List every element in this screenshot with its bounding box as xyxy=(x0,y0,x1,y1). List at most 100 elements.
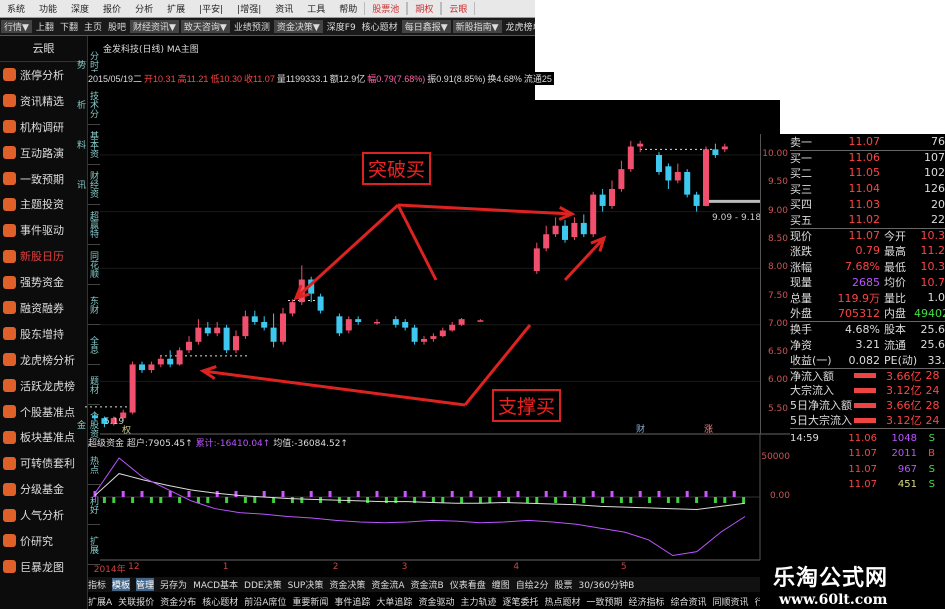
vertical-tab[interactable]: 同花顺 xyxy=(88,245,100,285)
menu-item[interactable]: 股票池 xyxy=(364,2,408,15)
menu-item[interactable]: 云眼 xyxy=(441,2,476,15)
vertical-tab[interactable]: 题材 xyxy=(88,365,100,405)
vertical-tab[interactable]: 超赢特 xyxy=(88,205,100,245)
menu-item[interactable]: 帮助 xyxy=(339,5,358,15)
vertical-tab[interactable]: 基本资料 xyxy=(75,125,100,165)
menu-item[interactable]: 工具 xyxy=(307,5,326,15)
menu-item[interactable]: 期权 xyxy=(407,2,442,15)
info-tab[interactable]: 经济指标 xyxy=(628,597,665,608)
menu-item[interactable]: 扩展 xyxy=(167,5,186,15)
vertical-tab[interactable]: 利好 xyxy=(88,485,100,525)
vertical-tab[interactable]: 全息 xyxy=(88,325,100,365)
toolbar-button[interactable]: 每日鑫报▼ xyxy=(401,20,451,33)
price-tick: 6.00 xyxy=(767,375,788,386)
toolbar-button[interactable]: 股吧 xyxy=(107,23,126,33)
toolbar-button[interactable]: 致天咨询▼ xyxy=(180,20,230,33)
menu-item[interactable]: 资讯 xyxy=(275,5,294,15)
toolbar-button[interactable]: 行情▼ xyxy=(1,20,32,33)
sidebar-item[interactable]: 活跃龙虎榜 xyxy=(0,373,87,399)
toolbar-button[interactable]: 主页 xyxy=(83,23,102,33)
watermark: 乐淘公式网 www.60lt.com xyxy=(773,560,945,608)
indicator-tab[interactable]: SUP决策 xyxy=(287,581,324,591)
toolbar-button[interactable]: 业绩预测 xyxy=(233,23,270,33)
indicator-tab[interactable]: 资金决策 xyxy=(329,581,366,591)
indicator-bar xyxy=(215,491,219,497)
toolbar-button[interactable]: 新股指南▼ xyxy=(452,20,502,33)
info-tab[interactable]: 资金驱动 xyxy=(418,597,455,608)
indicator-tab[interactable]: 资金流A xyxy=(371,581,405,591)
info-tab[interactable]: 大单追踪 xyxy=(376,597,413,608)
sidebar-item[interactable]: 股东增持 xyxy=(0,321,87,347)
toolbar-button[interactable]: 核心题材 xyxy=(361,23,398,33)
info-tab[interactable]: 一致预期 xyxy=(586,597,623,608)
vertical-tab[interactable]: 个股资金 xyxy=(75,405,100,445)
menu-item[interactable]: |增强| xyxy=(237,5,262,15)
sidebar-item[interactable]: 巨暴龙图 xyxy=(0,554,87,580)
info-tab[interactable]: 主力轨迹 xyxy=(460,597,497,608)
indicator-tab[interactable]: 另存为 xyxy=(160,581,188,591)
sidebar-item[interactable]: 强势资金 xyxy=(0,269,87,295)
vertical-tab[interactable]: 东财 xyxy=(88,285,100,325)
indicator-bar xyxy=(281,491,285,497)
sidebar-item[interactable]: 主题投资 xyxy=(0,191,87,217)
sidebar-item[interactable]: 人气分析 xyxy=(0,502,87,528)
toolbar-button[interactable]: 财经资讯▼ xyxy=(129,20,179,33)
sidebar-item[interactable]: 新股日历 xyxy=(0,243,87,269)
sidebar-item[interactable]: 一致预期 xyxy=(0,166,87,192)
indicator-tab[interactable]: 指标 xyxy=(88,581,107,591)
menu-item[interactable]: 分析 xyxy=(135,5,154,15)
info-tab[interactable]: 核心题材 xyxy=(202,597,239,608)
sidebar-item[interactable]: 互动路演 xyxy=(0,140,87,166)
sidebar-item[interactable]: 个股基准点 xyxy=(0,399,87,425)
info-tab[interactable]: 关联报价 xyxy=(118,597,155,608)
info-tab[interactable]: 行业资讯 xyxy=(754,597,760,608)
vertical-tab[interactable]: 技术分析 xyxy=(75,85,100,125)
info-tab[interactable]: 同顺资讯 xyxy=(712,597,749,608)
indicator-tab[interactable]: 模板 xyxy=(112,578,131,591)
indicator-tab[interactable]: DDE决策 xyxy=(244,581,282,591)
tick-list[interactable]: 14:59 11.06 1048 S 11.07 2011 B 11.07 967 S 11.07 4… xyxy=(790,427,945,494)
vertical-tab[interactable]: 热点 xyxy=(88,445,100,485)
candle-body xyxy=(120,412,127,419)
indicator-tab[interactable]: 管理 xyxy=(136,578,155,591)
info-tab[interactable]: 综合资讯 xyxy=(670,597,707,608)
sidebar-item[interactable]: 可转债套利 xyxy=(0,450,87,476)
sidebar-item[interactable]: 机构调研 xyxy=(0,114,87,140)
sidebar-item[interactable]: 资讯精选 xyxy=(0,88,87,114)
sidebar-item[interactable]: 龙虎榜分析 xyxy=(0,347,87,373)
indicator-tab[interactable]: 仪表看盘 xyxy=(449,581,486,591)
info-tab[interactable]: 资金分布 xyxy=(160,597,197,608)
sidebar-item[interactable]: 涨停分析 xyxy=(0,62,87,88)
info-tab[interactable]: 扩展A xyxy=(88,597,113,608)
toolbar-button[interactable]: 龙虎榜单 xyxy=(505,23,535,33)
info-tab[interactable]: 重要新闻 xyxy=(292,597,329,608)
toolbar-button[interactable]: 下翻 xyxy=(59,23,78,33)
menu-item[interactable]: 深度 xyxy=(71,5,90,15)
menu-item[interactable]: 功能 xyxy=(39,5,58,15)
menu-item[interactable]: |平安| xyxy=(199,5,224,15)
sidebar-item[interactable]: 板块基准点 xyxy=(0,424,87,450)
indicator-tab[interactable]: 30/360分钟B xyxy=(578,581,635,591)
toolbar-button[interactable]: 资金决策▼ xyxy=(273,20,323,33)
info-tab[interactable]: 前沿A席位 xyxy=(244,597,287,608)
sidebar-header: 云眼 xyxy=(0,36,87,62)
indicator-tab[interactable]: 自绘2分 xyxy=(515,581,549,591)
vertical-tab[interactable]: 财经资讯 xyxy=(75,165,100,205)
menu-item[interactable]: 系统 xyxy=(7,5,26,15)
indicator-tab[interactable]: 缠图 xyxy=(491,581,510,591)
toolbar-button[interactable]: 上翻 xyxy=(35,23,54,33)
toolbar-button[interactable]: 深度F9 xyxy=(326,23,356,33)
menu-item[interactable]: 报价 xyxy=(103,5,122,15)
sidebar-item[interactable]: 事件驱动 xyxy=(0,217,87,243)
indicator-tab[interactable]: 股票 xyxy=(554,581,573,591)
info-tab[interactable]: 逐笔委托 xyxy=(502,597,539,608)
sidebar-item[interactable]: 融资融券 xyxy=(0,295,87,321)
info-tab[interactable]: 事件追踪 xyxy=(334,597,371,608)
vertical-tab[interactable]: 扩展 xyxy=(88,525,100,565)
indicator-tab[interactable]: 资金流B xyxy=(410,581,444,591)
sidebar-item[interactable]: 价研究 xyxy=(0,528,87,554)
info-tab[interactable]: 热点题材 xyxy=(544,597,581,608)
indicator-tab[interactable]: MACD基本 xyxy=(193,581,239,591)
sidebar-item[interactable]: 分级基金 xyxy=(0,476,87,502)
